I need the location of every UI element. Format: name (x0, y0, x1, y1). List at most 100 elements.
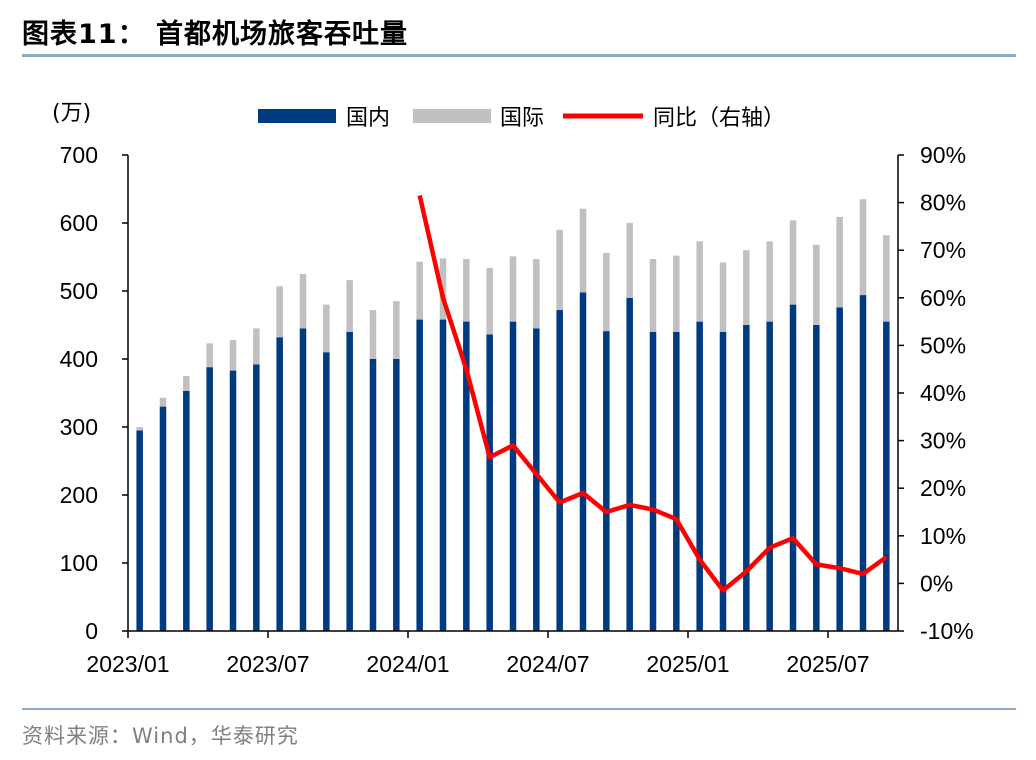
x-tick-label: 2024/07 (506, 651, 589, 677)
right-tick-label: 70% (920, 237, 966, 263)
bar-international (626, 223, 633, 298)
legend-swatch-domestic (258, 109, 336, 123)
bar-international (836, 216, 843, 308)
left-tick-label: 0 (85, 618, 98, 644)
x-tick-label: 2025/01 (646, 651, 729, 677)
legend-label-yoy: 同比（右轴） (653, 106, 785, 131)
bar-domestic (766, 321, 773, 631)
bar-domestic (883, 321, 890, 631)
bar-domestic (323, 352, 330, 631)
bar-international (159, 397, 167, 407)
bar-international (603, 252, 610, 332)
bar-international (416, 261, 423, 320)
bar-domestic (299, 328, 307, 631)
bar-domestic (673, 331, 680, 631)
bar-international (346, 280, 353, 332)
bar-international (743, 250, 750, 325)
bar-domestic (603, 331, 610, 631)
chart-title: 图表11： 首都机场旅客吞吐量 (22, 19, 408, 50)
bar-international (323, 304, 330, 353)
bar-international (206, 343, 213, 368)
bar-domestic (183, 390, 190, 631)
legend-label-domestic: 国内 (346, 106, 390, 131)
bar-domestic (509, 321, 517, 631)
left-tick-label: 300 (60, 414, 98, 440)
bar-international (276, 286, 283, 338)
bar-domestic (649, 331, 657, 631)
bar-domestic (416, 319, 423, 631)
bar-domestic (346, 331, 353, 631)
left-tick-label: 100 (60, 550, 98, 576)
bar-domestic (206, 367, 213, 631)
bar-domestic (486, 334, 493, 631)
bar-international (183, 376, 190, 391)
right-tick-label: 20% (920, 475, 966, 501)
bar-international (766, 241, 773, 322)
source-note: 资料来源：Wind，华泰研究 (22, 724, 299, 748)
bar-domestic (696, 321, 703, 631)
bar-domestic (229, 370, 237, 631)
bar-international (463, 259, 470, 322)
bar-domestic (836, 307, 843, 631)
left-tick-label: 600 (60, 210, 98, 236)
right-tick-label: -10% (920, 618, 974, 644)
bar-domestic (276, 337, 283, 631)
passenger-throughput-chart: 0 100 200 300 400 500 600 700 -10% 0% 10% 20% 30% 40%… (52, 101, 974, 677)
left-tick-label: 400 (60, 346, 98, 372)
left-tick-label: 700 (60, 142, 98, 168)
bar-domestic (159, 406, 167, 631)
bar-international (533, 259, 540, 329)
bar-international (813, 244, 820, 325)
bar-domestic (859, 295, 867, 631)
right-tick-label: 50% (920, 332, 966, 358)
bar-international (369, 310, 377, 359)
bar-domestic (719, 331, 727, 631)
bar-domestic (439, 319, 447, 631)
legend-swatch-international (413, 109, 491, 123)
title-divider (22, 54, 1016, 57)
left-tick-label: 200 (60, 482, 98, 508)
right-tick-label: 80% (920, 190, 966, 216)
x-tick-label: 2024/01 (366, 651, 449, 677)
bar-domestic (253, 364, 260, 631)
bar-international (673, 255, 680, 332)
bar-domestic (579, 292, 587, 631)
bar-domestic (463, 321, 470, 631)
x-tick-label: 2023/07 (226, 651, 309, 677)
bar-international (789, 220, 797, 305)
bar-international (859, 199, 867, 296)
x-tick-label: 2025/07 (786, 651, 869, 677)
bar-domestic (533, 328, 540, 631)
bar-international (253, 328, 260, 365)
left-axis-unit: (万) (52, 101, 91, 126)
legend-label-international: 国际 (500, 106, 544, 131)
x-tick-label: 2023/01 (86, 651, 169, 677)
left-tick-label: 500 (60, 278, 98, 304)
right-tick-label: 30% (920, 428, 966, 454)
bar-domestic (789, 304, 797, 631)
bar-international (299, 274, 307, 329)
source-divider (22, 708, 1016, 710)
bar-international (556, 229, 563, 311)
bar-international (649, 259, 657, 332)
bar-international (229, 339, 237, 371)
bar-domestic (556, 310, 563, 631)
bar-domestic (626, 297, 633, 631)
bar-international (719, 262, 727, 332)
bar-domestic (813, 325, 820, 631)
bar-international (486, 267, 493, 335)
bar-domestic (136, 430, 143, 631)
right-tick-label: 0% (920, 570, 953, 596)
bar-international (509, 256, 517, 322)
bar-international (579, 208, 587, 293)
right-tick-label: 40% (920, 380, 966, 406)
right-tick-label: 90% (920, 142, 966, 168)
bar-international (696, 241, 703, 322)
bar-international (883, 235, 890, 322)
bar-international (393, 301, 400, 359)
bar-domestic (393, 359, 400, 631)
bar-domestic (743, 325, 750, 631)
bar-domestic (369, 359, 377, 631)
right-tick-label: 10% (920, 523, 966, 549)
bar-international (136, 427, 143, 431)
